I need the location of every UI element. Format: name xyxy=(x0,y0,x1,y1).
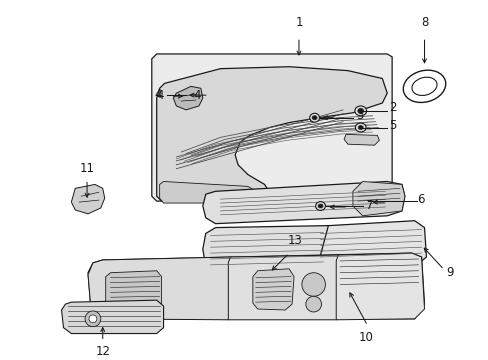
Text: 2: 2 xyxy=(388,102,396,114)
Ellipse shape xyxy=(403,70,445,103)
Polygon shape xyxy=(313,221,426,270)
Ellipse shape xyxy=(311,116,316,120)
Polygon shape xyxy=(336,253,424,320)
Polygon shape xyxy=(203,181,404,224)
Text: 4: 4 xyxy=(154,88,161,101)
Text: 12: 12 xyxy=(95,345,110,358)
Polygon shape xyxy=(252,269,293,310)
Text: 4: 4 xyxy=(156,89,163,102)
Polygon shape xyxy=(71,184,104,214)
Text: 9: 9 xyxy=(445,266,453,279)
Text: 3: 3 xyxy=(355,109,363,122)
Text: 11: 11 xyxy=(80,162,94,175)
Circle shape xyxy=(89,315,97,323)
Polygon shape xyxy=(228,255,343,320)
Polygon shape xyxy=(88,253,424,319)
Text: 1: 1 xyxy=(295,17,302,30)
Polygon shape xyxy=(352,181,404,216)
Circle shape xyxy=(305,296,321,312)
Text: 7: 7 xyxy=(365,198,372,212)
Ellipse shape xyxy=(357,108,363,113)
Ellipse shape xyxy=(355,123,366,132)
Ellipse shape xyxy=(358,126,363,130)
Polygon shape xyxy=(88,257,235,320)
Ellipse shape xyxy=(309,113,319,122)
Polygon shape xyxy=(203,226,328,273)
Ellipse shape xyxy=(354,106,366,116)
Text: 8: 8 xyxy=(420,17,427,30)
Circle shape xyxy=(85,311,101,327)
Polygon shape xyxy=(61,300,163,334)
Text: 13: 13 xyxy=(286,234,302,247)
Circle shape xyxy=(301,273,325,296)
Ellipse shape xyxy=(315,202,325,211)
Ellipse shape xyxy=(411,77,436,95)
Polygon shape xyxy=(344,134,379,145)
Text: 10: 10 xyxy=(358,330,372,343)
Polygon shape xyxy=(105,271,161,311)
Text: 4: 4 xyxy=(193,89,201,102)
Polygon shape xyxy=(159,181,262,203)
Ellipse shape xyxy=(317,204,322,208)
Polygon shape xyxy=(156,67,386,201)
Polygon shape xyxy=(151,54,391,201)
Text: 5: 5 xyxy=(388,119,396,132)
Polygon shape xyxy=(173,86,203,110)
Text: 6: 6 xyxy=(416,193,423,206)
